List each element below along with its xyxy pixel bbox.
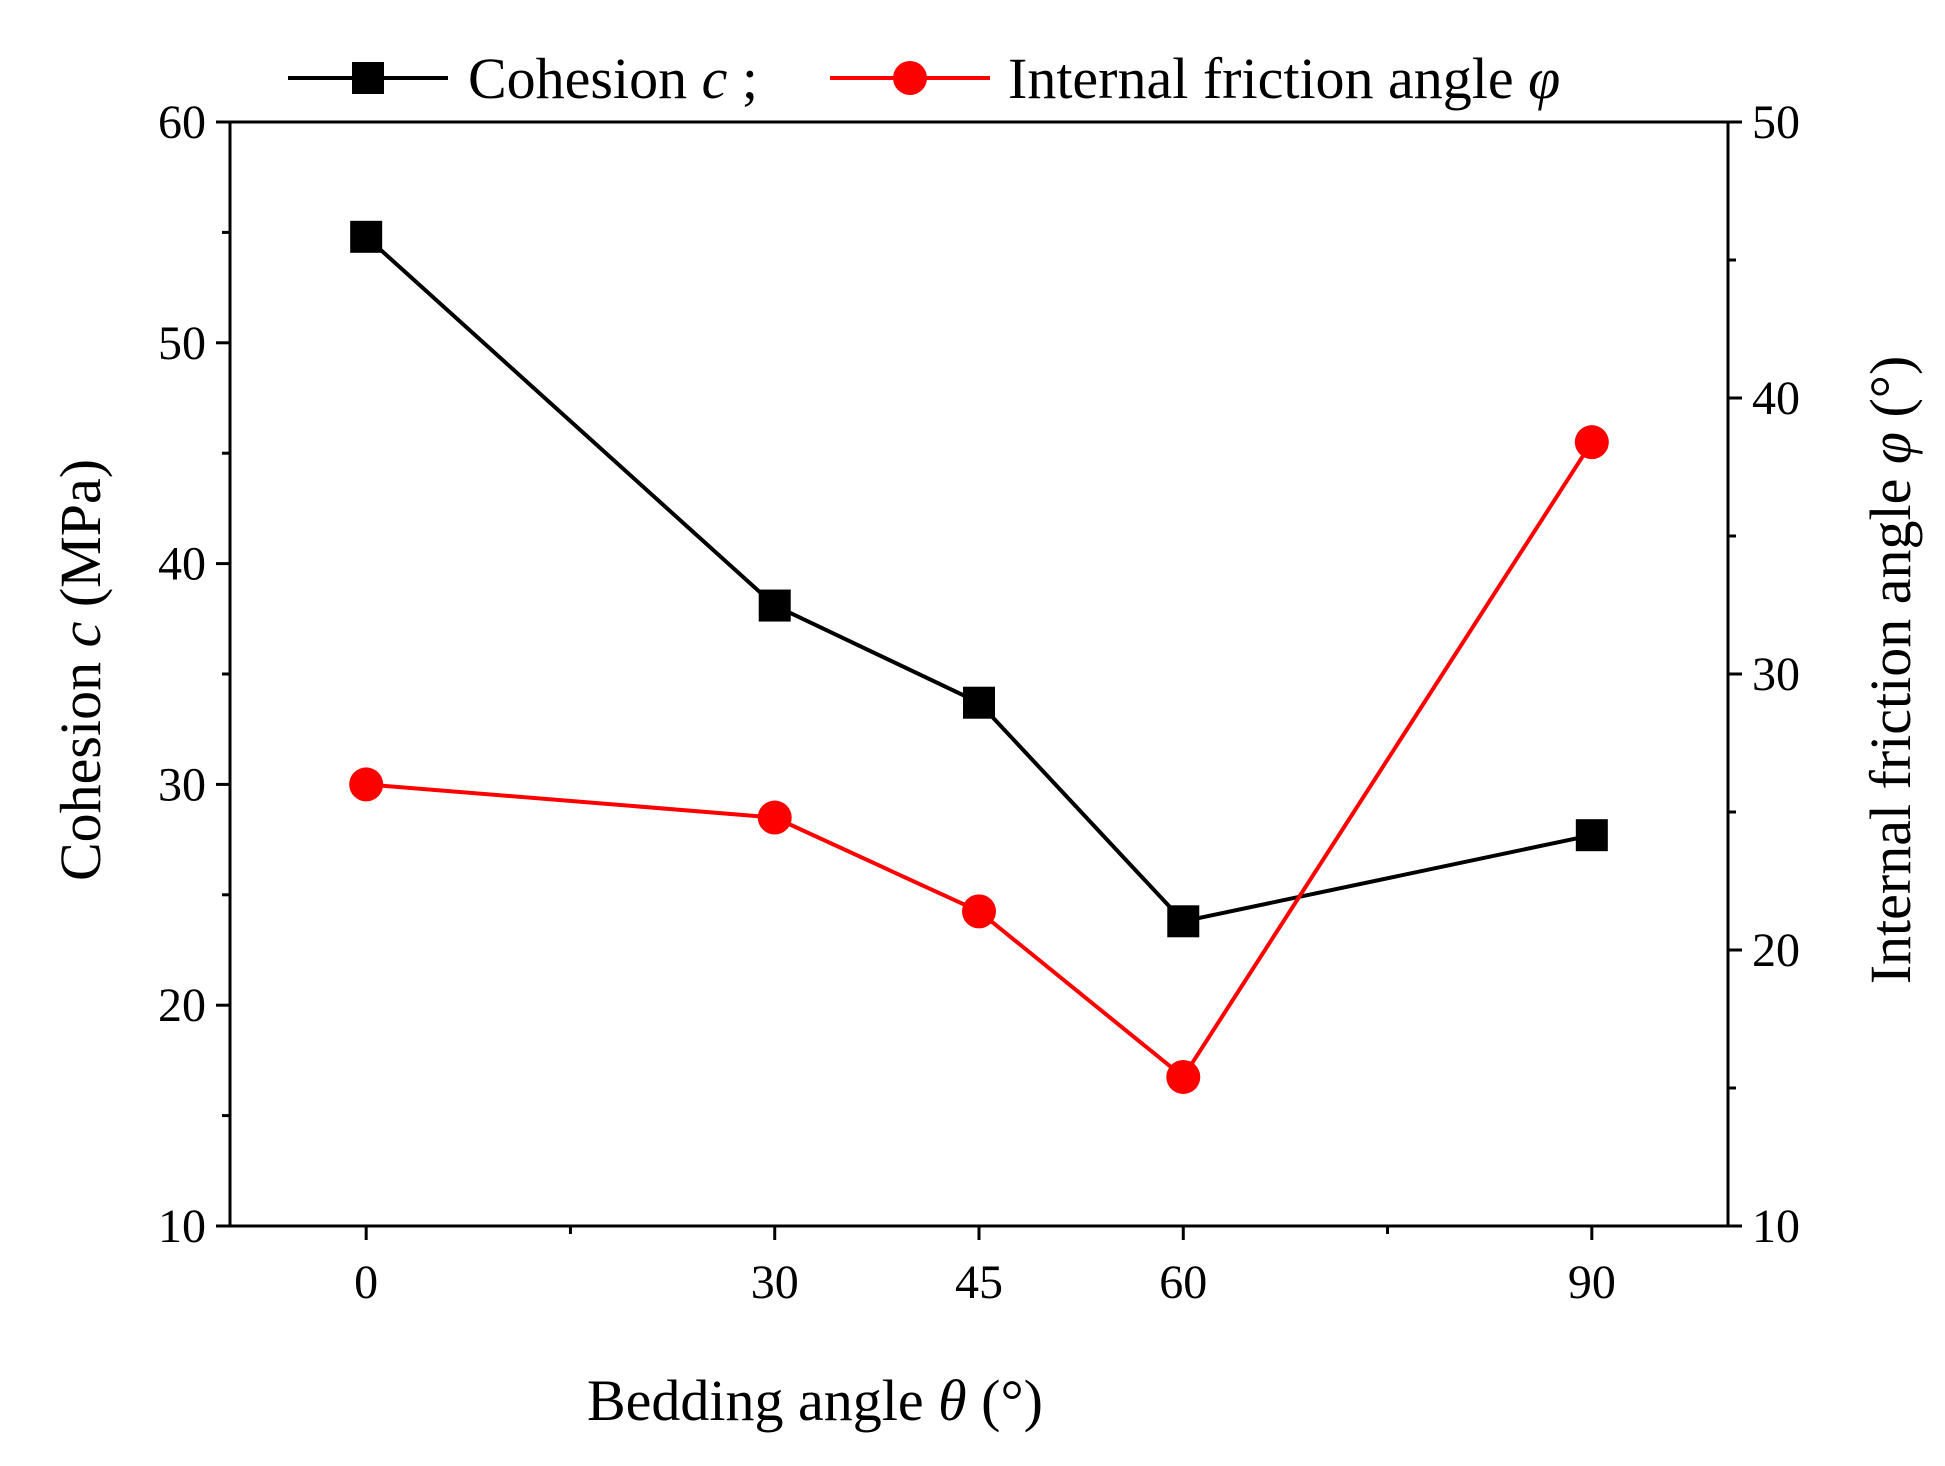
left-y-tick-label: 60 xyxy=(158,96,206,149)
series-line xyxy=(366,441,1594,1080)
cohesion-data-point xyxy=(758,589,791,622)
cohesion-data-point xyxy=(350,220,383,253)
series-layer xyxy=(349,220,1609,1094)
plot-border xyxy=(228,120,1730,1228)
x-tick-label: 90 xyxy=(1568,1256,1616,1309)
right-y-axis-title: Internal friction angle φ (°) xyxy=(1858,356,1923,985)
left-y-tick-label: 20 xyxy=(158,979,206,1032)
x-tick-label: 30 xyxy=(751,1256,799,1309)
left-y-tick-label: 40 xyxy=(158,538,206,591)
series-internal-friction-angle xyxy=(349,425,1609,1094)
friction-angle-data-point xyxy=(757,800,792,835)
legend-cohesion-marker xyxy=(352,62,384,94)
series-cohesion xyxy=(350,220,1608,938)
right-y-tick-label: 10 xyxy=(1752,1200,1800,1253)
plot-frame xyxy=(228,120,1730,1228)
right-y-tick-label: 20 xyxy=(1752,924,1800,977)
legend-friction-marker xyxy=(893,61,927,95)
legend: Cohesion c ; Internal friction angle φ xyxy=(288,46,1560,111)
friction-angle-data-point xyxy=(1166,1059,1201,1094)
left-y-tick-label: 30 xyxy=(158,758,206,811)
right-y-tick-label: 50 xyxy=(1752,96,1800,149)
cohesion-data-point xyxy=(1575,819,1608,852)
left-y-axis-title: Cohesion c (MPa) xyxy=(48,459,113,881)
left-y-tick-label: 10 xyxy=(158,1200,206,1253)
friction-angle-data-point xyxy=(962,894,996,929)
x-tick-label: 0 xyxy=(354,1256,378,1309)
left-y-tick-label: 50 xyxy=(158,317,206,370)
cohesion-data-point xyxy=(963,686,995,719)
friction-angle-data-point xyxy=(349,767,384,802)
legend-cohesion-label: Cohesion c ; xyxy=(468,46,758,111)
x-tick-label: 45 xyxy=(955,1256,1003,1309)
x-axis-title: Bedding angle θ (°) xyxy=(587,1368,1043,1433)
series-line xyxy=(364,235,1593,924)
cohesion-data-point xyxy=(1167,905,1200,938)
legend-friction-label: Internal friction angle φ xyxy=(1008,46,1560,111)
friction-angle-data-point xyxy=(1574,425,1609,460)
left-y-axis: 10 20 30 40 50 60 xyxy=(158,96,230,1253)
right-y-tick-label: 30 xyxy=(1752,648,1800,701)
right-y-axis: 10 20 30 40 50 xyxy=(1728,96,1800,1253)
right-y-tick-label: 40 xyxy=(1752,372,1800,425)
x-tick-label: 60 xyxy=(1159,1256,1207,1309)
x-axis: 0 30 45 60 90 xyxy=(354,1226,1616,1309)
